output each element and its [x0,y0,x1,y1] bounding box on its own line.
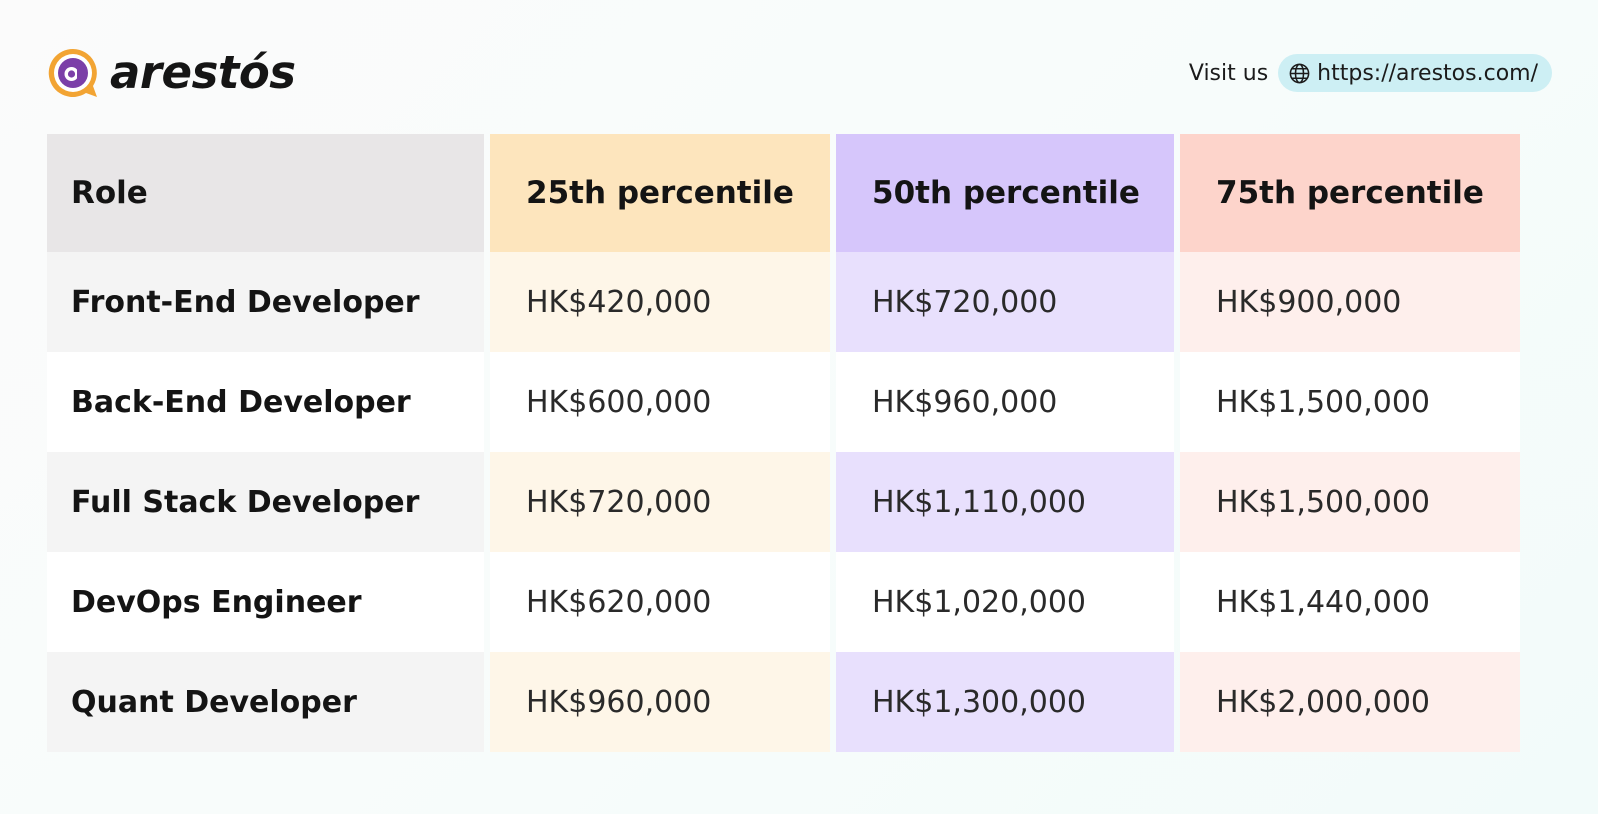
table-row: Full Stack Developer HK$720,000 HK$1,110… [47,452,1552,552]
role-cell: Front-End Developer [47,252,484,352]
column-header-25th: 25th percentile [490,134,830,252]
table-header-row: Role 25th percentile 50th percentile 75t… [47,134,1552,252]
p25-cell: HK$620,000 [490,552,830,652]
p25-cell: HK$600,000 [490,352,830,452]
table-row: Quant Developer HK$960,000 HK$1,300,000 … [47,652,1552,752]
salary-table: Role 25th percentile 50th percentile 75t… [47,134,1552,752]
brand-logo: arestós [46,45,296,101]
column-header-75th: 75th percentile [1180,134,1520,252]
p25-cell: HK$720,000 [490,452,830,552]
p75-cell: HK$2,000,000 [1180,652,1520,752]
role-cell: Quant Developer [47,652,484,752]
p25-cell: HK$960,000 [490,652,830,752]
p75-cell: HK$1,500,000 [1180,452,1520,552]
table-row: Back-End Developer HK$600,000 HK$960,000… [47,352,1552,452]
p75-cell: HK$1,500,000 [1180,352,1520,452]
column-header-50th: 50th percentile [836,134,1174,252]
visit-label: Visit us [1188,60,1269,86]
p50-cell: HK$720,000 [836,252,1174,352]
p75-cell: HK$1,440,000 [1180,552,1520,652]
p50-cell: HK$960,000 [836,352,1174,452]
visit-link-group: Visit us https://arestos.com/ [1189,54,1552,92]
website-url[interactable]: https://arestos.com/ [1317,60,1538,86]
logo-mark-icon [48,48,97,97]
role-cell: DevOps Engineer [47,552,484,652]
role-cell: Full Stack Developer [47,452,484,552]
p50-cell: HK$1,110,000 [836,452,1174,552]
table-row: DevOps Engineer HK$620,000 HK$1,020,000 … [47,552,1552,652]
p25-cell: HK$420,000 [490,252,830,352]
column-header-role: Role [47,134,484,252]
website-link[interactable]: https://arestos.com/ [1278,54,1552,92]
brand-name: arestós [110,46,296,99]
p50-cell: HK$1,300,000 [836,652,1174,752]
p50-cell: HK$1,020,000 [836,552,1174,652]
p75-cell: HK$900,000 [1180,252,1520,352]
table-row: Front-End Developer HK$420,000 HK$720,00… [47,252,1552,352]
globe-icon [1289,63,1310,83]
role-cell: Back-End Developer [47,352,484,452]
